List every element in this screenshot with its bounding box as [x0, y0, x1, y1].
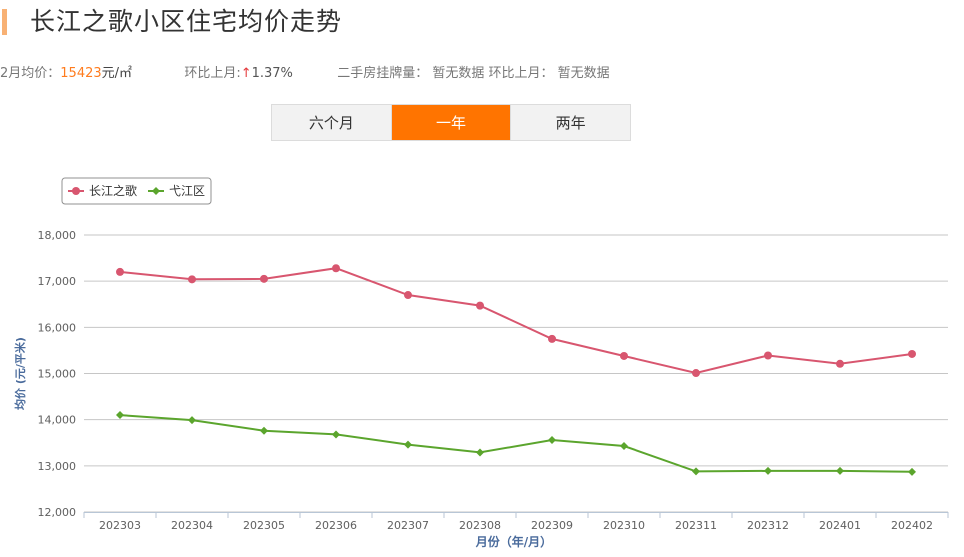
price-label: 2月均价：: [0, 66, 61, 81]
x-tick-label: 202307: [387, 519, 429, 532]
chart-legend: 长江之歌 弋江区: [61, 177, 212, 205]
tab-two-years[interactable]: 两年: [510, 105, 630, 140]
y-tick-label: 13,000: [38, 460, 77, 473]
listing-label: 二手房挂牌量：: [337, 66, 429, 81]
y-tick-label: 12,000: [38, 506, 77, 519]
series-line-1: [119, 267, 913, 375]
x-tick-label: 202309: [531, 519, 573, 532]
series-2-point: [620, 441, 628, 450]
legend-marker-2: [152, 187, 160, 195]
x-tick-label: 202401: [819, 519, 861, 532]
series-1-point: [548, 334, 556, 343]
tab-six-months[interactable]: 六个月: [308, 114, 354, 132]
series-2-point: [188, 416, 196, 425]
mom-value: 1.37%: [251, 66, 293, 81]
series-2-point: [332, 430, 340, 439]
legend-box: [61, 177, 212, 205]
y-tick-label: 14,000: [38, 414, 77, 427]
y-tick-label: 18,000: [38, 229, 77, 242]
x-tick-label: 202306: [315, 519, 357, 532]
series-2-point: [476, 448, 484, 457]
series-1-point: [404, 291, 412, 300]
series-2-point: [692, 467, 700, 476]
x-axis-title: 月份（年/月）: [475, 534, 552, 549]
series-1-point: [116, 267, 124, 276]
listing-value: 暂无数据: [432, 66, 485, 81]
y-tick-label: 15,000: [38, 368, 77, 381]
x-tick-label: 202402: [891, 519, 933, 532]
period-tabs: 六个月 一年 两年: [271, 104, 631, 141]
x-tick-label: 202312: [747, 519, 789, 532]
series-2-point: [260, 426, 268, 435]
price-trend-chart: 12,000 13,000 14,000 15,000 16,000 17,000 18,0…: [13, 177, 949, 549]
x-tick-label: 202304: [171, 519, 213, 532]
up-arrow-icon: ↑: [240, 66, 252, 81]
title-accent-bar: [2, 9, 7, 35]
series-1-point: [476, 301, 484, 310]
legend-label-2: 弋江区: [169, 184, 205, 198]
x-tick-label: 202311: [675, 519, 717, 532]
price-stats: 2月均价：15423元/㎡ 环比上月:↑1.37% 二手房挂牌量： 暂无数据 环…: [0, 62, 610, 81]
y-tick-label: 17,000: [38, 275, 77, 288]
series-1-point: [260, 274, 268, 283]
listing-mom-value: 暂无数据: [557, 66, 610, 81]
series-1-point: [188, 275, 196, 284]
series-2-point: [116, 411, 124, 420]
listing-mom-label: 环比上月：: [488, 66, 554, 81]
page-title: 长江之歌小区住宅均价走势: [30, 7, 343, 36]
price-value: 15423: [60, 66, 102, 81]
series-2-point: [908, 467, 916, 476]
price-unit: 元/㎡: [101, 66, 133, 81]
legend-marker-1: [72, 187, 80, 195]
series-2-point: [764, 466, 772, 475]
series-1-point: [332, 264, 340, 273]
series-2-point: [404, 440, 412, 449]
tab-one-year[interactable]: 一年: [390, 105, 511, 140]
series-1-point: [836, 359, 844, 368]
legend-label-1: 长江之歌: [89, 183, 137, 198]
x-tick-label: 202310: [603, 519, 645, 532]
series-1-point: [620, 351, 628, 360]
x-tick-label: 202305: [243, 519, 285, 532]
series-line-2: [119, 414, 913, 473]
x-tick-label: 202303: [99, 519, 141, 532]
mom-label: 环比上月:: [184, 66, 241, 81]
x-tick-label: 202308: [459, 519, 501, 532]
series-2-point: [836, 466, 844, 475]
series-1-point: [908, 349, 916, 358]
y-axis-title: 均价 (元/平米): [13, 337, 27, 410]
series-2-point: [548, 435, 556, 444]
y-tick-label: 16,000: [38, 321, 77, 334]
title-bar: 长江之歌小区住宅均价走势: [0, 0, 964, 48]
series-1-point: [692, 369, 700, 378]
series-1-point: [764, 351, 772, 360]
